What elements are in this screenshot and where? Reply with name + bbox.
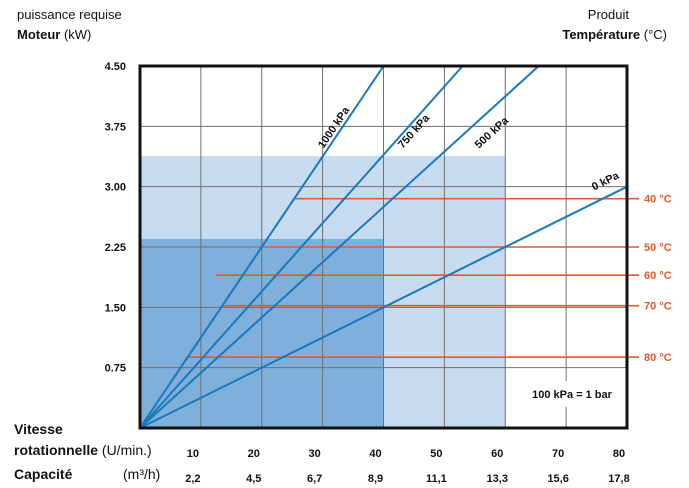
y-tick-label-2-25: 2.25 bbox=[105, 242, 126, 254]
temperature-label-40-c: 40 °C bbox=[644, 194, 672, 206]
y-tick-label-1-5: 1.50 bbox=[105, 302, 126, 314]
x-tick-label-10: 10 bbox=[187, 448, 199, 460]
conversion-note: 100 kPa = 1 bar bbox=[532, 389, 613, 401]
temperature-label-80-c: 80 °C bbox=[644, 352, 672, 364]
temperature-axis-title-line2: Température (°C) bbox=[562, 27, 667, 42]
motor-label: Moteur bbox=[17, 27, 61, 42]
capacity-tick-label-60: 13,3 bbox=[487, 473, 508, 485]
speed-label-line2: rotationnelle (U/min.) bbox=[14, 442, 152, 458]
capacity-tick-label-10: 2,2 bbox=[185, 473, 200, 485]
series-label-750-kpa: 750 kPa bbox=[396, 112, 433, 151]
temperature-lines: 40 °C 50 °C 60 °C 70 °C 80 °C bbox=[185, 194, 672, 364]
series-line-1000-kpa bbox=[139, 65, 385, 429]
series-line-500-kpa bbox=[139, 65, 540, 429]
temperature-label-60-c: 60 °C bbox=[644, 270, 672, 282]
y-tick-label-0-75: 0.75 bbox=[105, 363, 126, 375]
temperature-label-50-c: 50 °C bbox=[644, 242, 672, 254]
note-background bbox=[524, 381, 620, 407]
series-line-0-kpa bbox=[139, 185, 628, 429]
capacity-tick-label-40: 8,9 bbox=[368, 473, 383, 485]
capacity-label: Capacité bbox=[14, 466, 73, 482]
series-label-0-kpa: 0 kPa bbox=[590, 169, 622, 193]
motor-unit: (kW) bbox=[60, 27, 92, 42]
speed-label-line1: Vitesse bbox=[14, 421, 63, 437]
capacity-tick-label-70: 15,6 bbox=[547, 473, 568, 485]
x-tick-label-60: 60 bbox=[491, 448, 503, 460]
x-tick-label-50: 50 bbox=[430, 448, 442, 460]
capacity-tick-label-50: 11,1 bbox=[426, 473, 447, 485]
y-tick-label-4-5: 4.50 bbox=[105, 61, 126, 73]
x-tick-label-40: 40 bbox=[369, 448, 381, 460]
capacity-tick-label-80: 17,8 bbox=[608, 473, 629, 485]
series-line-750-kpa bbox=[139, 65, 464, 429]
speed-unit: (U/min.) bbox=[98, 442, 152, 458]
speed-label-bold: rotationnelle bbox=[14, 442, 99, 458]
power-axis-title-line2: Moteur (kW) bbox=[17, 27, 91, 42]
x-tick-label-70: 70 bbox=[552, 448, 564, 460]
temperature-label-70-c: 70 °C bbox=[644, 301, 672, 313]
capacity-tick-label-30: 6,7 bbox=[307, 473, 322, 485]
series-label-1000-kpa: 1000 kPa bbox=[316, 104, 353, 151]
temperature-axis-title-line1: Produit bbox=[587, 7, 629, 22]
y-tick-label-3: 3.00 bbox=[105, 182, 126, 194]
temperature-unit: (°C) bbox=[640, 27, 667, 42]
y-tick-label-3-75: 3.75 bbox=[105, 121, 126, 133]
x-tick-label-20: 20 bbox=[248, 448, 260, 460]
power-axis-title-line1: puissance requise bbox=[17, 7, 122, 22]
capacity-tick-label-20: 4,5 bbox=[246, 473, 261, 485]
frame bbox=[138, 64, 629, 430]
capacity-unit: (m³/h) bbox=[123, 466, 161, 482]
temperature-label: Température bbox=[562, 27, 641, 42]
x-tick-label-80: 80 bbox=[613, 448, 625, 460]
x-tick-label-30: 30 bbox=[309, 448, 321, 460]
plot-frame bbox=[138, 64, 629, 430]
tick-labels: 0.75 1.50 2.25 3.00 3.75 4.50 10 2,2 20 4,5 30 6,7 4… bbox=[105, 61, 630, 485]
